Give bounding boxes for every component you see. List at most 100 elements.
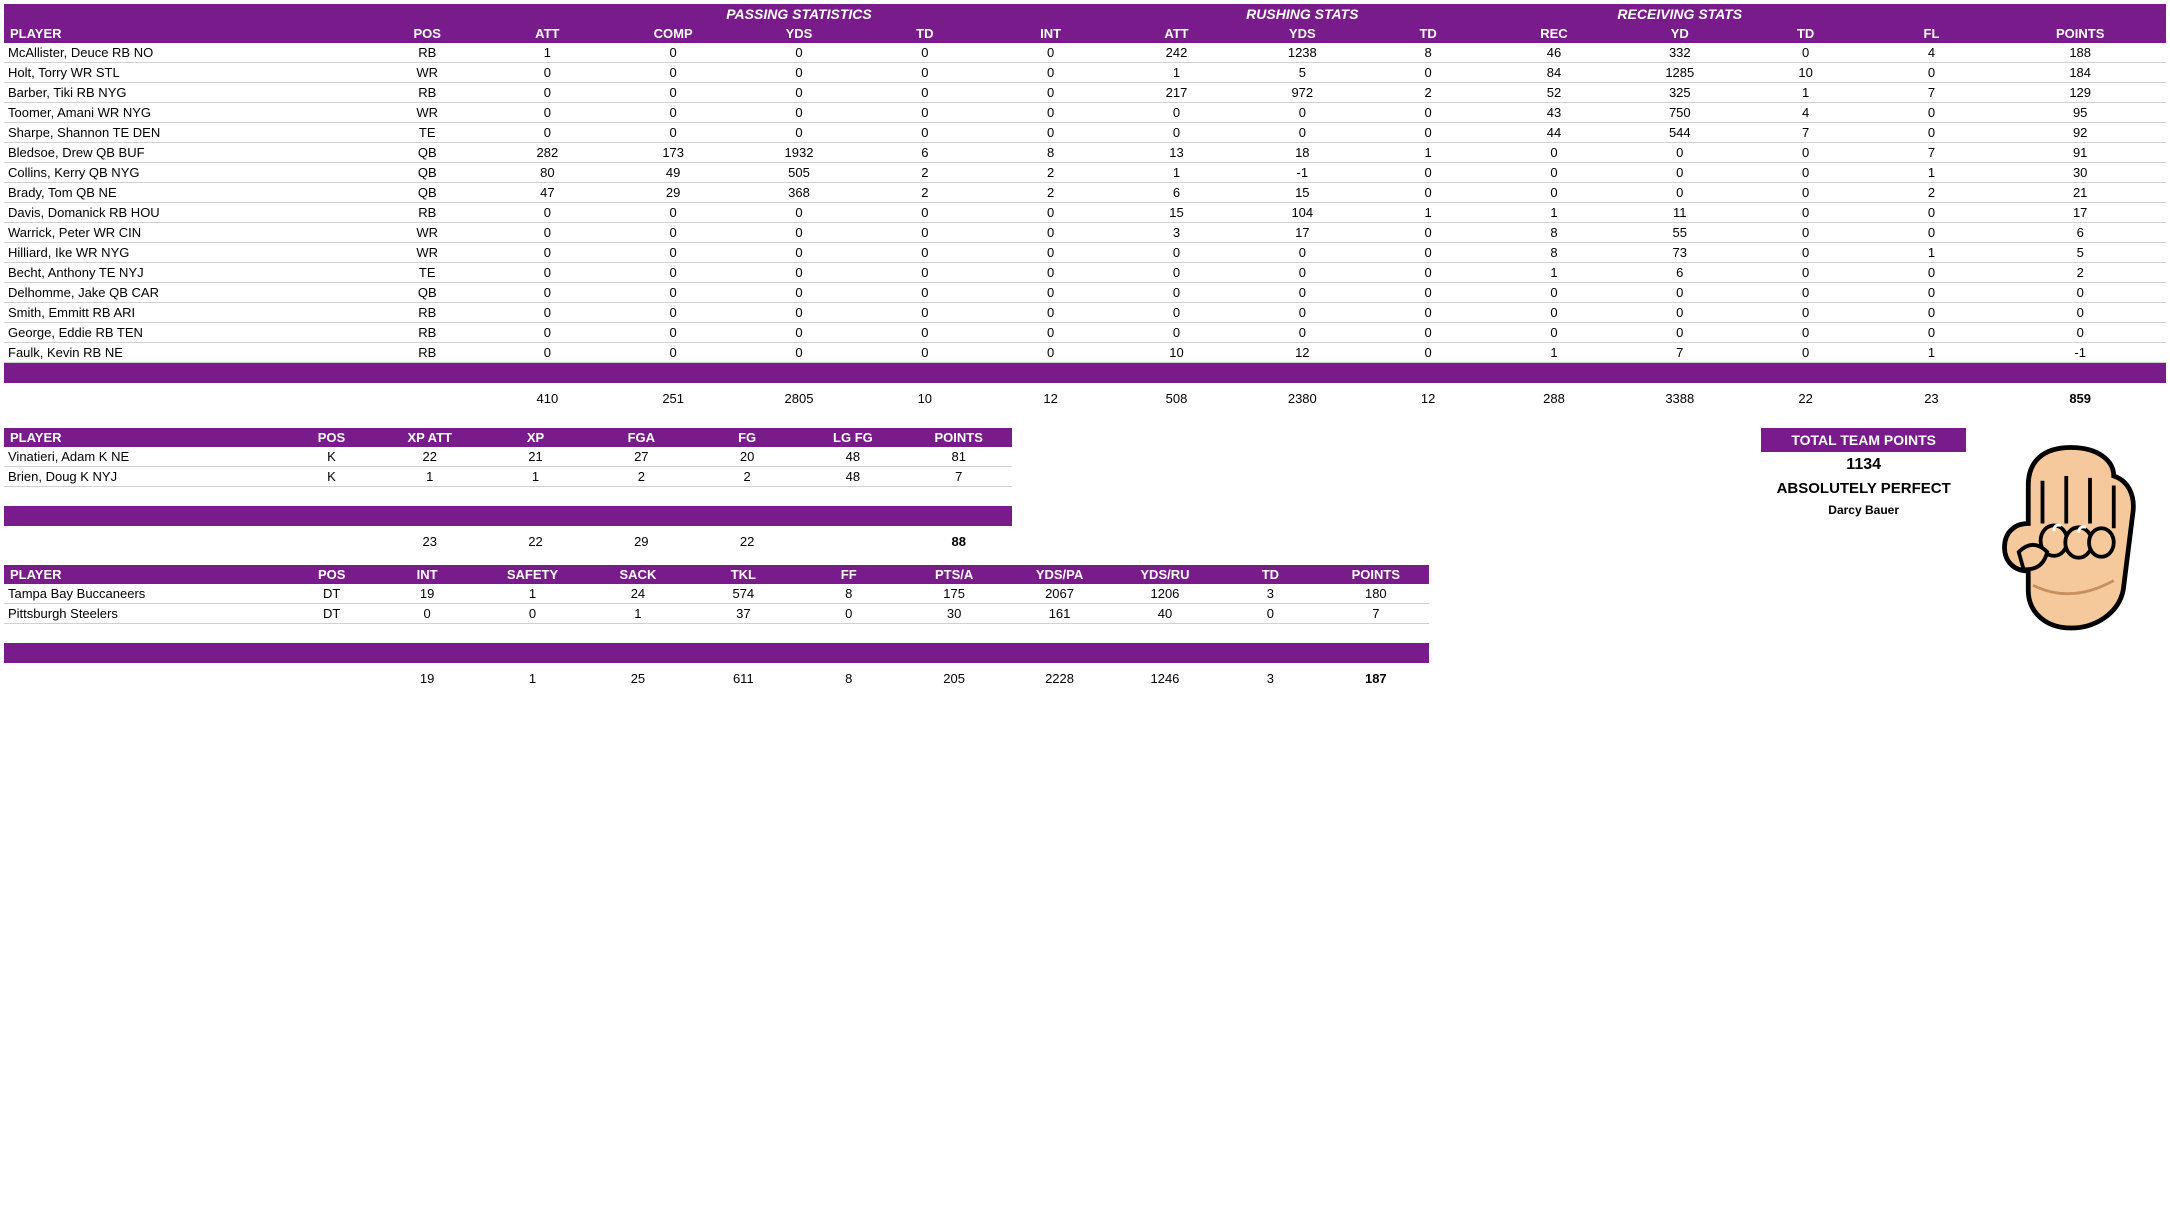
stat-cell: 49 [610, 163, 736, 183]
stat-cell: 0 [1743, 323, 1869, 343]
stat-cell: 161 [1007, 604, 1112, 624]
stat-cell: 332 [1617, 43, 1743, 63]
stat-cell: 92 [1994, 123, 2166, 143]
stat-cell: 0 [988, 343, 1114, 363]
stat-cell: 0 [1365, 263, 1491, 283]
stat-cell: 8 [1365, 43, 1491, 63]
stat-cell: 0 [736, 343, 862, 363]
player-name: Barber, Tiki RB NYG [4, 83, 370, 103]
stat-cell: 2 [988, 183, 1114, 203]
player-name: Warrick, Peter WR CIN [4, 223, 370, 243]
stat-cell: 6 [1994, 223, 2166, 243]
table-row: Sharpe, Shannon TE DENTE0000000044544709… [4, 123, 2166, 143]
stat-cell: 2 [588, 467, 694, 487]
position: RB [370, 43, 484, 63]
stat-cell: 4 [1869, 43, 1995, 63]
total-cell: 251 [610, 383, 736, 414]
stat-cell: 48 [800, 467, 906, 487]
stat-cell: 0 [610, 343, 736, 363]
stat-cell: 7 [906, 467, 1012, 487]
stat-cell: 0 [1994, 303, 2166, 323]
stat-cell: 184 [1994, 63, 2166, 83]
stat-cell: 0 [1743, 303, 1869, 323]
stat-cell: 0 [862, 123, 988, 143]
table-row: Brady, Tom QB NEQB4729368226150000221 [4, 183, 2166, 203]
stat-cell: 6 [1114, 183, 1240, 203]
stat-cell: 81 [906, 447, 1012, 467]
kicking-stats-table: PLAYERPOSXP ATTXPFGAFGLG FGPOINTSVinatie… [4, 428, 1012, 557]
totals-row: 4102512805101250823801228833882223859 [4, 383, 2166, 414]
stat-cell: 0 [1617, 143, 1743, 163]
passing-group-header: PASSING STATISTICS [484, 4, 1113, 24]
column-header: PLAYER [4, 24, 370, 43]
stat-cell: 22 [377, 447, 483, 467]
table-row: Faulk, Kevin RB NERB00000101201701-1 [4, 343, 2166, 363]
stat-cell: 46 [1491, 43, 1617, 63]
stat-cell: 0 [862, 343, 988, 363]
stat-cell: 0 [862, 323, 988, 343]
stat-cell: 1 [1114, 63, 1240, 83]
stat-cell: 0 [484, 343, 610, 363]
player-name: Brady, Tom QB NE [4, 183, 370, 203]
total-cell: 25 [585, 663, 690, 694]
stat-cell: 0 [1365, 323, 1491, 343]
stat-cell: 0 [1491, 283, 1617, 303]
stat-cell: 1 [484, 43, 610, 63]
stat-cell: -1 [1994, 343, 2166, 363]
column-header: PLAYER [4, 428, 286, 447]
stat-cell: 0 [736, 123, 862, 143]
column-header: SAFETY [480, 565, 585, 584]
stat-cell: 7 [1617, 343, 1743, 363]
stat-cell: 6 [862, 143, 988, 163]
column-header: YDS/PA [1007, 565, 1112, 584]
player-name: Tampa Bay Buccaneers [4, 584, 289, 604]
stat-cell: 0 [736, 323, 862, 343]
player-name: Hilliard, Ike WR NYG [4, 243, 370, 263]
stat-cell: 0 [480, 604, 585, 624]
stat-cell: 8 [1491, 243, 1617, 263]
stat-cell: 0 [862, 263, 988, 283]
stat-cell: 1 [483, 467, 589, 487]
stat-cell: 20 [694, 447, 800, 467]
stat-cell: 0 [1365, 183, 1491, 203]
stat-cell: 0 [1869, 303, 1995, 323]
stat-cell: 0 [1994, 283, 2166, 303]
stat-cell: 0 [1365, 343, 1491, 363]
total-cell: 859 [1994, 383, 2166, 414]
player-name: Holt, Torry WR STL [4, 63, 370, 83]
total-cell: 23 [377, 526, 483, 557]
position: RB [370, 323, 484, 343]
position: RB [370, 343, 484, 363]
stat-cell: 0 [1239, 123, 1365, 143]
total-cell: 10 [862, 383, 988, 414]
table-row: Becht, Anthony TE NYJTE0000000016002 [4, 263, 2166, 283]
stat-cell: 0 [1869, 223, 1995, 243]
column-header: ATT [1114, 24, 1240, 43]
player-name: Toomer, Amani WR NYG [4, 103, 370, 123]
stat-cell: 15 [1239, 183, 1365, 203]
player-name: Faulk, Kevin RB NE [4, 343, 370, 363]
stat-cell: 29 [610, 183, 736, 203]
total-cell: 8 [796, 663, 901, 694]
position: DT [289, 584, 374, 604]
offense-stats-table: PASSING STATISTICSRUSHING STATSRECEIVING… [4, 4, 2166, 414]
stat-cell: 0 [1365, 243, 1491, 263]
stat-cell: 15 [1114, 203, 1240, 223]
player-name: Pittsburgh Steelers [4, 604, 289, 624]
stat-cell: 0 [1491, 183, 1617, 203]
stat-cell: 505 [736, 163, 862, 183]
stat-cell: 8 [988, 143, 1114, 163]
stat-cell: 47 [484, 183, 610, 203]
stat-cell: 44 [1491, 123, 1617, 143]
column-header: FL [1869, 24, 1995, 43]
position: TE [370, 123, 484, 143]
total-cell: 187 [1323, 663, 1429, 694]
player-name: Collins, Kerry QB NYG [4, 163, 370, 183]
table-row: Delhomme, Jake QB CARQB0000000000000 [4, 283, 2166, 303]
stat-cell: 0 [988, 263, 1114, 283]
stat-cell: 0 [1114, 303, 1240, 323]
stat-cell: 0 [736, 263, 862, 283]
stat-cell: 0 [1743, 203, 1869, 223]
stat-cell: 1932 [736, 143, 862, 163]
position: K [286, 467, 377, 487]
